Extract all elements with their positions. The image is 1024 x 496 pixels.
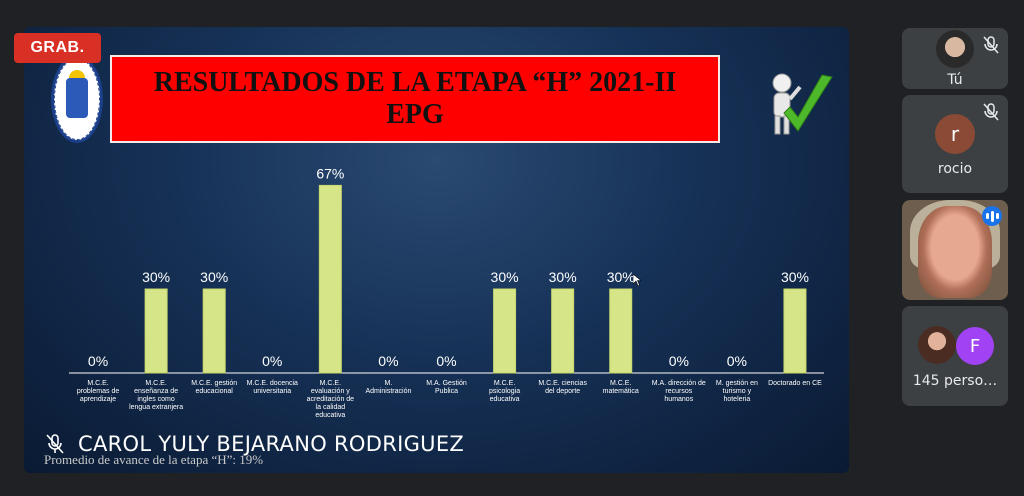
participant-tile-rocio[interactable]: r rocio xyxy=(902,95,1008,193)
avatar xyxy=(918,326,956,364)
category-label-4: M.C.E. evaluación y acreditación de la cali… xyxy=(307,380,355,419)
bar-8 xyxy=(551,288,575,374)
value-label-7: 30% xyxy=(491,269,519,285)
slide-title-line1: RESULTADOS DE LA ETAPA “H” 2021-II xyxy=(153,67,677,98)
participant-count-label: 145 perso… xyxy=(912,373,998,389)
category-label-0: M.C.E. problemas de aprendizaje xyxy=(77,380,120,403)
bar-4 xyxy=(318,184,342,374)
value-label-8: 30% xyxy=(549,269,577,285)
value-label-6: 0% xyxy=(436,353,456,369)
avatar: F xyxy=(956,327,994,365)
bar-7 xyxy=(493,288,517,374)
bar-2 xyxy=(202,288,226,374)
category-label-11: M. gestión en turismo y hoteleria xyxy=(716,380,758,403)
value-label-12: 30% xyxy=(781,269,809,285)
checkmark-mascot-icon xyxy=(772,73,833,135)
value-label-10: 0% xyxy=(669,353,689,369)
value-label-2: 30% xyxy=(200,269,228,285)
category-label-6: M.A. Gestión Publica xyxy=(426,380,467,395)
category-label-2: M.C.E. gestión educacional xyxy=(191,380,237,395)
mouse-cursor-icon xyxy=(633,274,641,286)
slide-title-line2: EPG xyxy=(386,99,444,130)
slide-title-box: RESULTADOS DE LA ETAPA “H” 2021-II EPG xyxy=(110,55,720,143)
presentation-slide: RESULTADOS DE LA ETAPA “H” 2021-II EPG 0… xyxy=(24,27,849,473)
active-speaker-caption: CAROL YULY BEJARANO RODRIGUEZ xyxy=(46,432,464,456)
bar-12 xyxy=(783,288,807,374)
slide-footnote: Promedio de avance de la etapa “H”: 19% xyxy=(44,452,264,467)
category-label-5: M. Administración xyxy=(365,380,411,395)
category-label-1: M.C.E. enseñanza de ingles como lengua extr… xyxy=(129,380,183,411)
participant-tile-you[interactable]: Tú xyxy=(902,28,1008,89)
avatar: r xyxy=(935,114,975,154)
participant-name-you: Tú xyxy=(947,72,963,88)
category-label-10: M.A. dirección de recursos humanos xyxy=(652,380,706,403)
participant-name-rocio: rocio xyxy=(937,161,973,177)
participant-tile-others[interactable]: F 145 perso… xyxy=(902,306,1008,406)
recording-badge: GRAB. xyxy=(14,33,101,63)
category-label-12: Doctorado en CE xyxy=(768,380,822,387)
speaker-name: CAROL YULY BEJARANO RODRIGUEZ xyxy=(78,432,465,456)
speaking-indicator-icon xyxy=(982,206,1002,226)
mic-off-icon xyxy=(46,434,64,454)
value-label-1: 30% xyxy=(142,269,170,285)
category-label-7: M.C.E. psicologia educativa xyxy=(489,380,520,403)
avatar xyxy=(936,30,974,68)
bar-9 xyxy=(609,288,633,374)
category-label-3: M.C.E. docencia universitaria xyxy=(247,380,298,395)
value-label-9: 30% xyxy=(607,269,635,285)
value-label-11: 0% xyxy=(727,353,747,369)
value-label-0: 0% xyxy=(88,353,108,369)
bar-1 xyxy=(144,288,168,374)
mic-off-icon xyxy=(983,36,999,54)
video-feed-face xyxy=(918,206,992,298)
participant-tile-video[interactable] xyxy=(902,200,1008,300)
value-label-4: 67% xyxy=(316,165,344,181)
category-label-8: M.C.E. ciencias del deporte xyxy=(538,380,587,395)
category-label-9: M.C.E. matemática xyxy=(603,380,639,395)
value-label-3: 0% xyxy=(262,353,282,369)
value-label-5: 0% xyxy=(378,353,398,369)
screen-share-stage: RESULTADOS DE LA ETAPA “H” 2021-II EPG 0… xyxy=(24,27,849,473)
bar-chart: 0% M.C.E. problemas de aprendizaje 30% M.C.E.… xyxy=(69,165,824,419)
mic-off-icon xyxy=(983,103,999,121)
university-seal-icon xyxy=(51,55,103,143)
